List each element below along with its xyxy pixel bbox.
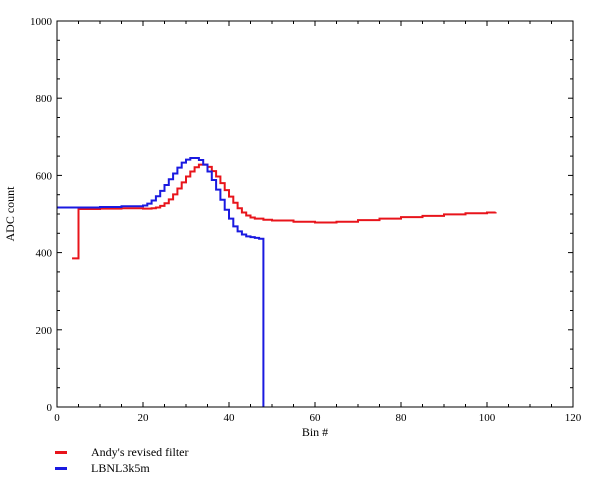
x-tick-label: 100 (479, 412, 496, 424)
x-tick-label: 60 (310, 412, 322, 424)
legend-label-andy: Andy's revised filter (91, 444, 189, 459)
y-tick-label: 800 (36, 93, 53, 105)
plot-frame (56, 20, 574, 408)
series-line-1 (57, 157, 265, 407)
x-tick-label: 80 (396, 412, 408, 424)
series-line-0 (72, 163, 497, 260)
series-layer (57, 157, 497, 407)
y-tick-label: 1000 (30, 16, 53, 28)
tick-layer: 0 20 40 60 80 100 120 0 200 400 600 800 1000 (30, 16, 582, 424)
y-tick-label: 600 (36, 170, 53, 182)
x-tick-label: 20 (138, 412, 150, 424)
legend: Andy's revised filter LBNL3k5m (55, 444, 188, 476)
legend-item-lbnl: LBNL3k5m (55, 460, 188, 476)
y-tick-label: 400 (36, 248, 53, 260)
x-tick-label: 120 (565, 412, 582, 424)
x-axis-title: Bin # (302, 425, 328, 439)
y-tick-label: 0 (47, 402, 53, 414)
legend-swatch-andy (55, 450, 67, 454)
y-tick-label: 200 (36, 325, 53, 337)
legend-item-andy: Andy's revised filter (55, 444, 188, 460)
x-tick-label: 0 (54, 412, 60, 424)
legend-label-lbnl: LBNL3k5m (91, 460, 150, 475)
x-tick-label: 40 (224, 412, 236, 424)
legend-swatch-lbnl (55, 466, 67, 470)
y-axis-title: ADC count (3, 186, 17, 242)
